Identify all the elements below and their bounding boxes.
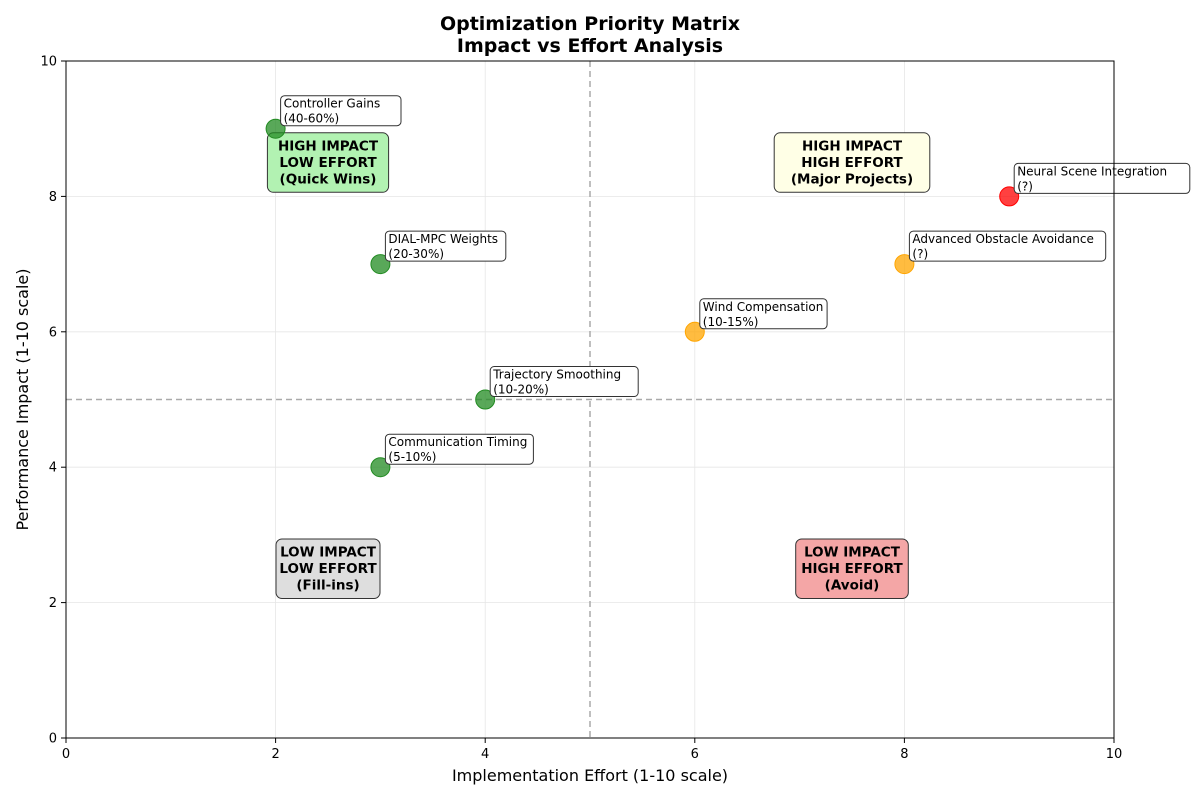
point-label: Controller Gains(40-60%) [280,95,402,127]
quadrant-label-line: HIGH EFFORT [801,561,903,577]
y-tick-label: 4 [49,461,57,476]
quadrant-label-box [266,132,390,193]
point-label-line: (?) [1017,179,1033,193]
y-tick-label: 2 [49,596,57,611]
quadrant-label-line: (Major Projects) [791,171,913,187]
quadrant-label-line: HIGH IMPACT [802,138,903,154]
point-label: Advanced Obstacle Avoidance(?) [908,230,1107,262]
y-tick-label: 10 [40,55,57,70]
quadrant-label-line: LOW IMPACT [280,545,377,561]
quadrant-label-box [773,132,931,193]
point-label-line: Trajectory Smoothing [492,368,621,382]
point-label-line: Neural Scene Integration [1017,164,1167,178]
point-label: Wind Compensation(10-15%) [699,298,828,330]
data-points [265,118,1020,478]
point-label: Trajectory Smoothing(10-20%) [489,366,639,397]
chart-title-line-1: Optimization Priority Matrix [440,13,740,35]
x-tick-label: 8 [900,747,908,762]
quadrant-label-box [795,538,909,599]
point-label-line: (40-60%) [284,112,340,126]
x-tick-label: 2 [271,747,279,762]
quadrant-dividers [66,61,1114,738]
y-tick-label: 8 [49,190,57,205]
point-label-line: Advanced Obstacle Avoidance [912,232,1093,246]
x-tick-label: 6 [691,747,699,762]
point-label-box [384,433,534,465]
data-point [475,389,496,410]
point-label: Communication Timing(5-10%) [384,433,534,465]
point-label: Neural Scene Integration(?) [1013,162,1191,194]
quadrant-label-line: HIGH IMPACT [278,138,379,154]
quadrant-label-line: HIGH EFFORT [801,155,903,171]
quadrant-label-line: LOW EFFORT [279,561,377,577]
data-point [265,118,286,139]
point-label-line: Communication Timing [388,435,527,449]
point-label-box [908,230,1107,262]
x-axis-label: Implementation Effort (1-10 scale) [452,766,728,785]
point-label-box [280,95,402,127]
quadrant-label-line: LOW IMPACT [804,545,901,561]
point-label-box [1013,162,1191,194]
y-tick-label: 6 [49,325,57,340]
x-tick-label: 0 [62,747,70,762]
point-label-line: Controller Gains [284,97,381,111]
x-tick-label: 4 [481,747,489,762]
data-point [370,254,391,275]
point-labels: Controller Gains(40-60%) DIAL-MPC Weights… [280,95,1191,465]
point-label-line: (20-30%) [388,247,444,261]
quadrant-label-box [275,538,381,599]
data-point [894,254,915,275]
point-label-box [489,366,639,397]
point-label-line: DIAL-MPC Weights [388,232,498,246]
data-point [999,186,1020,207]
point-label-box [699,298,828,330]
quadrant-label-line: LOW EFFORT [279,155,377,171]
data-point [370,457,391,478]
point-label-line: (5-10%) [388,450,436,464]
point-label-line: (10-15%) [703,315,759,329]
y-axis-label: Performance Impact (1-10 scale) [13,268,32,530]
y-ticks: 0 2 4 6 8 10 [40,55,66,747]
point-label-line: Wind Compensation [703,300,824,314]
point-label-line: (?) [912,247,928,261]
point-label-box [384,230,507,262]
x-tick-label: 10 [1106,747,1123,762]
x-ticks: 0 2 4 6 8 10 [62,738,1122,762]
point-label: DIAL-MPC Weights(20-30%) [384,230,507,262]
quadrant-label-line: (Avoid) [825,578,880,594]
data-point [684,321,705,342]
point-label-line: (10-20%) [493,383,549,397]
plot-frame [65,60,1115,739]
y-tick-label: 0 [49,732,57,747]
quadrant-label-line: (Quick Wins) [280,171,377,187]
quadrant-label-line: (Fill-ins) [296,578,359,594]
chart-title-line-2: Impact vs Effort Analysis [457,35,723,57]
